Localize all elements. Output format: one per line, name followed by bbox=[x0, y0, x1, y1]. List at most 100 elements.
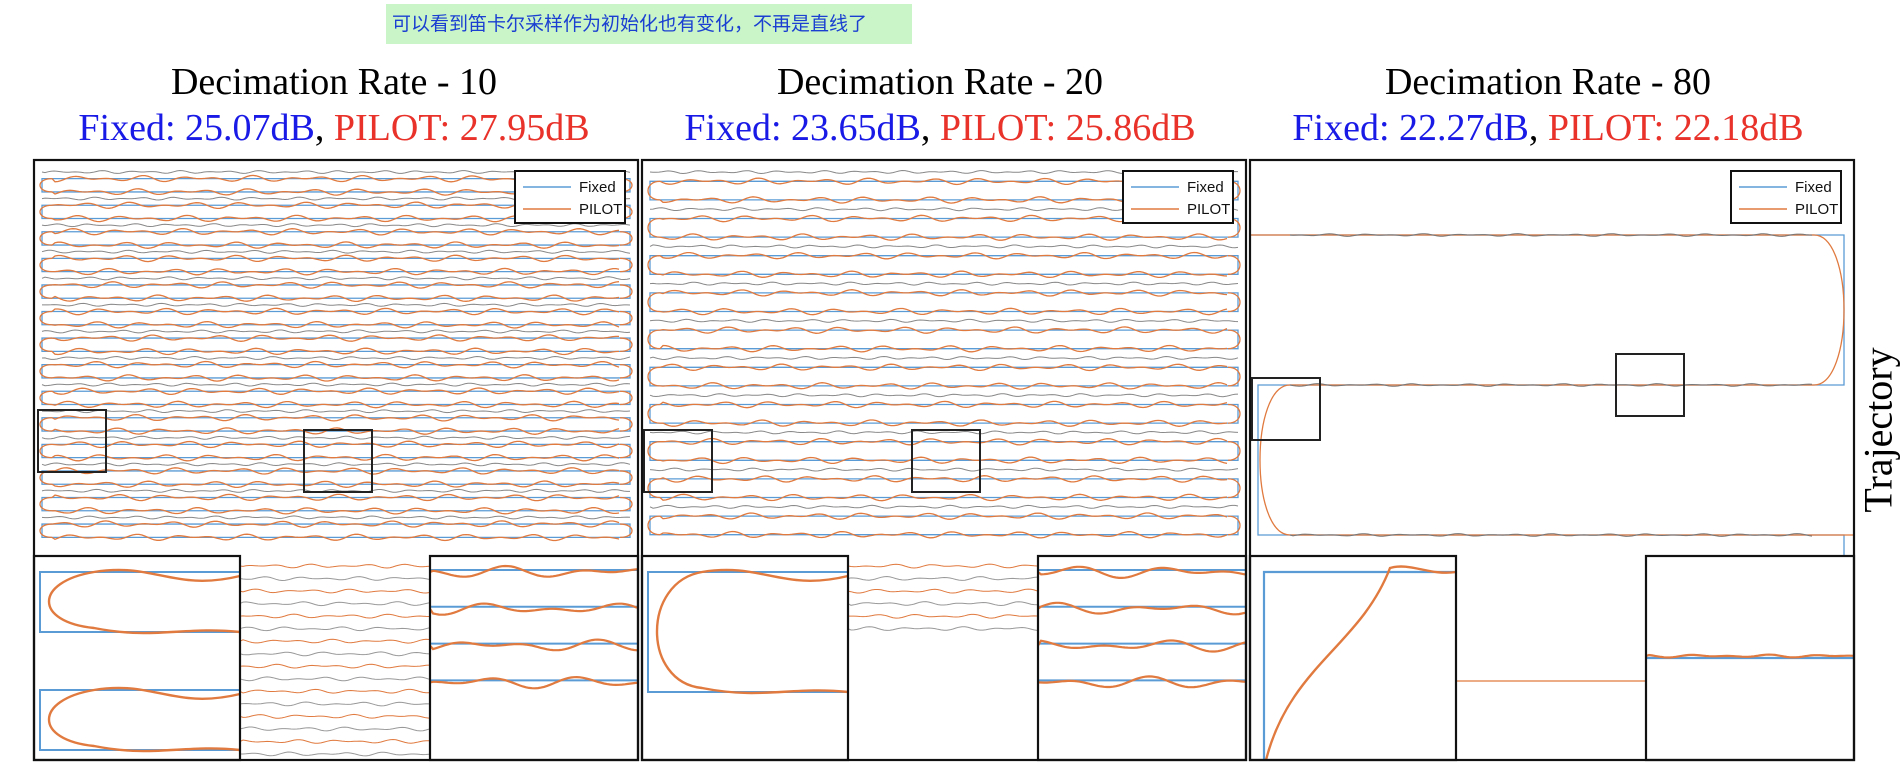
scan-line bbox=[649, 355, 1239, 361]
pilot-trajectory-segment bbox=[51, 533, 620, 542]
inset-fixed-path bbox=[1262, 570, 1456, 760]
inset-right-frame bbox=[428, 554, 640, 762]
pilot-loop-left bbox=[39, 523, 53, 539]
pilot-loop-right bbox=[1227, 329, 1241, 350]
scan-line bbox=[649, 430, 1239, 435]
fixed-trajectory-segment bbox=[41, 284, 631, 299]
pilot-loop-left bbox=[39, 177, 53, 193]
pilot-loop-left bbox=[647, 255, 661, 275]
inset-middle-path bbox=[847, 588, 1038, 594]
pilot-trajectory-segment bbox=[660, 437, 1228, 446]
panel-1-pilot-score: PILOT: 27.95dB bbox=[333, 107, 590, 149]
pilot-loop-left bbox=[647, 366, 661, 387]
zoom-box bbox=[303, 429, 373, 493]
panel-3-trajectory bbox=[1250, 233, 1854, 555]
pilot-loop-right bbox=[619, 390, 633, 406]
inset-middle-path bbox=[239, 688, 429, 694]
pilot-trajectory-segment bbox=[51, 480, 620, 489]
pilot-trajectory-segment bbox=[51, 294, 620, 303]
panel-1-trajectory bbox=[39, 169, 633, 542]
inset-right bbox=[1037, 565, 1246, 689]
pilot-trajectory-segment bbox=[51, 281, 620, 289]
pilot-trajectory-segment bbox=[659, 307, 1228, 316]
inset-pilot-path bbox=[429, 638, 638, 652]
pilot-trajectory-segment bbox=[659, 456, 1228, 465]
scan-line bbox=[41, 223, 631, 228]
inset-middle bbox=[239, 563, 430, 757]
panel-3: Fixed PILOT bbox=[1248, 158, 1856, 762]
panel-1-comma: , bbox=[314, 107, 325, 149]
pilot-trajectory-segment bbox=[51, 347, 620, 356]
inset-right bbox=[429, 564, 638, 690]
pilot-trajectory-segment bbox=[51, 360, 620, 369]
pilot-trajectory-segment bbox=[51, 400, 620, 409]
fixed-trajectory-segment bbox=[1250, 234, 1845, 555]
pilot-trajectory-segment bbox=[659, 251, 1228, 260]
pilot-loop-right bbox=[619, 470, 633, 485]
inset-right bbox=[1645, 653, 1854, 660]
inset-middle-path bbox=[847, 563, 1038, 569]
inset-pilot-path bbox=[1037, 675, 1246, 689]
inset-middle-path bbox=[239, 601, 430, 607]
fixed-trajectory-segment bbox=[41, 496, 631, 512]
pilot-loop-right bbox=[1227, 366, 1241, 387]
pilot-trajectory-segment bbox=[51, 387, 620, 396]
panel-2: Fixed PILOT bbox=[640, 158, 1248, 762]
inset-middle-path bbox=[239, 726, 430, 732]
inset-pilot-path bbox=[1264, 565, 1457, 761]
pilot-loop-right bbox=[1227, 515, 1241, 536]
pilot-loop-left bbox=[647, 217, 661, 238]
pilot-loop-left bbox=[39, 363, 53, 379]
pilot-trajectory-segment bbox=[659, 382, 1228, 390]
pilot-trajectory-segment bbox=[51, 427, 620, 435]
inset-pilot-path bbox=[655, 568, 849, 695]
inset-middle-path bbox=[847, 575, 1038, 581]
panel-2-pilot-score: PILOT: 25.86dB bbox=[939, 107, 1196, 149]
pilot-loop-right bbox=[619, 337, 633, 353]
pilot-loop-right bbox=[619, 231, 633, 246]
inset-middle-path bbox=[239, 738, 429, 744]
pilot-loop-right bbox=[1227, 441, 1241, 461]
legend-pilot-label: PILOT bbox=[1187, 201, 1230, 218]
pilot-trajectory-segment bbox=[51, 440, 620, 449]
pilot-trajectory-segment bbox=[51, 374, 620, 382]
pilot-loop-left bbox=[647, 403, 661, 424]
pilot-loop-left bbox=[39, 257, 53, 273]
scan-line bbox=[1289, 533, 1813, 537]
scan-line bbox=[649, 393, 1239, 398]
pilot-loop-right bbox=[1227, 478, 1241, 499]
scan-line bbox=[41, 276, 631, 281]
inset-middle-path bbox=[239, 663, 430, 669]
pilot-trajectory-segment bbox=[659, 493, 1228, 502]
inset-middle-path bbox=[847, 626, 1038, 631]
pilot-loop-right bbox=[1227, 292, 1241, 313]
pilot-loop-right bbox=[619, 523, 633, 539]
scan-line bbox=[649, 318, 1239, 323]
legend-pilot-label: PILOT bbox=[1795, 201, 1838, 218]
pilot-loop-right bbox=[1227, 255, 1241, 275]
fixed-trajectory-segment bbox=[41, 470, 631, 485]
fixed-trajectory-segment bbox=[649, 478, 1239, 499]
scan-line bbox=[41, 488, 630, 493]
inset-middle-path bbox=[848, 613, 1038, 619]
scan-line bbox=[41, 329, 631, 334]
panel-3-pilot-score: PILOT: 22.18dB bbox=[1547, 107, 1804, 149]
pilot-loop-right bbox=[619, 257, 633, 273]
inset-pilot-path bbox=[429, 564, 638, 578]
pilot-loop-right bbox=[619, 496, 633, 512]
panel-1: Fixed PILOT bbox=[32, 158, 640, 762]
fixed-trajectory-segment bbox=[41, 257, 631, 273]
scan-line bbox=[1289, 383, 1813, 387]
inset-middle-path bbox=[239, 713, 430, 719]
pilot-loop-right bbox=[619, 443, 633, 459]
pilot-trajectory-segment bbox=[659, 363, 1228, 372]
legend: Fixed PILOT bbox=[1122, 170, 1234, 224]
pilot-loop-left bbox=[39, 284, 53, 299]
legend-box bbox=[1730, 170, 1842, 224]
pilot-loop-left bbox=[647, 478, 661, 499]
legend-fixed-label: Fixed bbox=[579, 179, 616, 196]
pilot-loop-left bbox=[39, 390, 53, 406]
legend-fixed-label: Fixed bbox=[1795, 179, 1832, 196]
fixed-trajectory-segment bbox=[649, 515, 1239, 536]
inset-left bbox=[647, 568, 849, 695]
